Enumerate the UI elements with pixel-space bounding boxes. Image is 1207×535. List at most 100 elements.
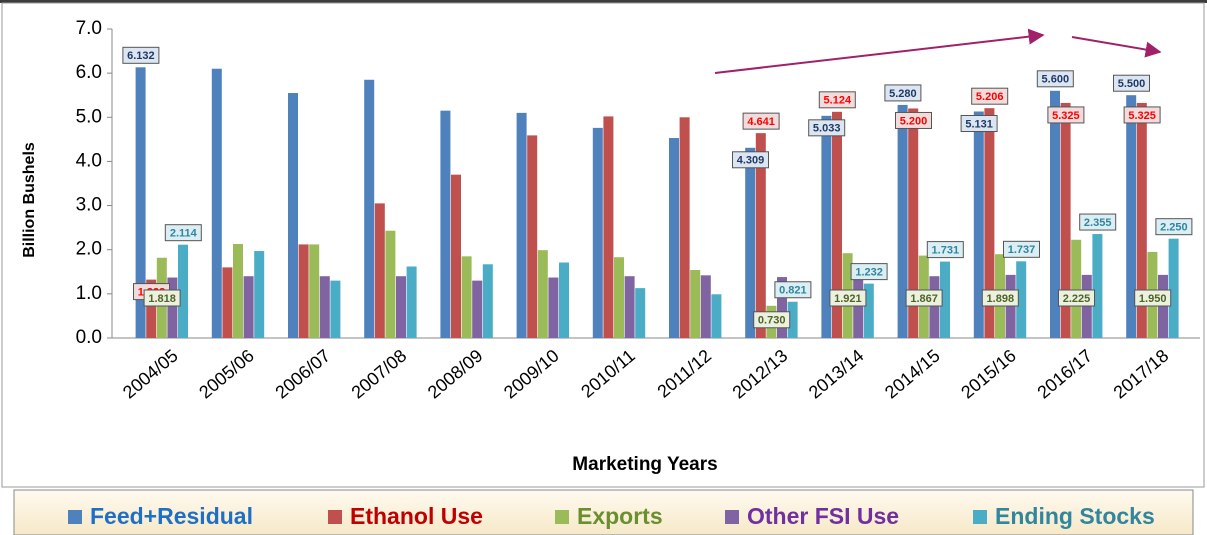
- bar: [319, 276, 330, 338]
- bar: [167, 277, 178, 338]
- y-tick-label: 5.0: [76, 106, 102, 127]
- data-label-box: [1047, 106, 1085, 124]
- y-tick-label: 4.0: [76, 150, 102, 171]
- legend-swatch: [973, 510, 987, 524]
- data-label: 1.818: [148, 293, 176, 305]
- data-label-box: [143, 289, 181, 307]
- data-label-box: [971, 87, 1009, 105]
- data-label-box: [1079, 213, 1117, 231]
- data-label-box: [850, 263, 888, 281]
- bar: [635, 288, 646, 338]
- data-label-box: [1003, 240, 1040, 258]
- bar: [527, 135, 538, 338]
- bar: [700, 275, 711, 338]
- data-label: 5.131: [965, 118, 993, 130]
- bar: [669, 138, 679, 338]
- bar: [559, 262, 569, 338]
- bar: [482, 264, 493, 338]
- data-label: 2.225: [1063, 293, 1091, 305]
- bar: [211, 68, 222, 338]
- bar: [298, 244, 309, 338]
- bar: [863, 283, 874, 338]
- bar: [233, 243, 243, 338]
- bar: [940, 261, 950, 338]
- bar: [745, 147, 756, 338]
- legend-swatch: [725, 510, 739, 524]
- legend-label: Feed+Residual: [90, 503, 253, 529]
- bar: [516, 112, 527, 338]
- data-label-box: [884, 84, 922, 102]
- bar: [755, 133, 766, 338]
- data-label: 2.250: [1160, 222, 1188, 234]
- data-label-box: [829, 289, 867, 307]
- data-label-box: [818, 91, 856, 109]
- legend: [13, 489, 1194, 535]
- y-tick-label: 6.0: [76, 62, 102, 83]
- data-label-box: [1155, 218, 1193, 236]
- bar: [135, 67, 146, 338]
- data-label-box: [1058, 289, 1095, 307]
- data-label: 5.206: [976, 91, 1004, 103]
- legend-label: Exports: [577, 503, 663, 529]
- data-label: 5.325: [1128, 110, 1156, 122]
- y-axis-title: Billion Bushels: [21, 142, 38, 258]
- data-label-box: [926, 241, 964, 259]
- bar: [929, 276, 940, 338]
- data-label: 1.950: [1139, 293, 1167, 305]
- bar: [614, 257, 624, 338]
- bar: [1126, 95, 1137, 338]
- arrow: [1071, 36, 1162, 58]
- bar: [973, 111, 984, 339]
- legend-swatch: [555, 510, 569, 524]
- bar: [461, 256, 472, 338]
- top-bar: [0, 0, 1207, 3]
- bar: [821, 115, 832, 338]
- bar: [222, 267, 233, 338]
- bar: [1168, 238, 1179, 338]
- data-label-box: [732, 151, 769, 169]
- y-tick-label: 2.0: [76, 239, 102, 260]
- legend-label: Ethanol Use: [350, 503, 483, 529]
- data-label: 6.132: [127, 50, 155, 62]
- bar: [1016, 261, 1027, 338]
- bar: [1136, 102, 1147, 338]
- data-label: 5.200: [900, 115, 928, 127]
- bar: [330, 280, 341, 338]
- bar: [396, 276, 406, 338]
- bar: [624, 276, 635, 338]
- data-label: 2.355: [1084, 217, 1112, 229]
- bar: [309, 244, 320, 338]
- bar: [178, 244, 188, 338]
- bar: [364, 79, 375, 338]
- legend-swatch: [328, 510, 342, 524]
- data-label-box: [774, 281, 812, 299]
- arrow: [714, 28, 1045, 74]
- data-label-box: [895, 111, 932, 129]
- data-label: 1.898: [987, 293, 1015, 305]
- data-label-box: [164, 224, 202, 242]
- bar: [897, 104, 908, 338]
- data-label: 5.325: [1052, 110, 1080, 122]
- bar: [243, 276, 254, 338]
- data-label: 2.114: [170, 228, 198, 240]
- bar: [548, 277, 559, 338]
- data-label: 0.821: [779, 285, 807, 297]
- data-label: 1.867: [910, 293, 938, 305]
- bar: [472, 280, 483, 338]
- data-label-box: [742, 112, 780, 130]
- bar: [711, 294, 722, 338]
- data-label: 5.600: [1042, 74, 1070, 86]
- legend-label: Other FSI Use: [747, 503, 899, 529]
- data-label: 4.309: [737, 155, 765, 167]
- data-label: 1.921: [834, 293, 862, 305]
- bar: [777, 277, 787, 338]
- data-label-box: [122, 46, 160, 64]
- bar: [451, 174, 461, 338]
- bar: [787, 301, 798, 338]
- bar: [1092, 234, 1103, 338]
- bar: [832, 111, 842, 338]
- data-label: 5.033: [813, 123, 841, 135]
- x-axis-title: Marketing Years: [572, 454, 717, 475]
